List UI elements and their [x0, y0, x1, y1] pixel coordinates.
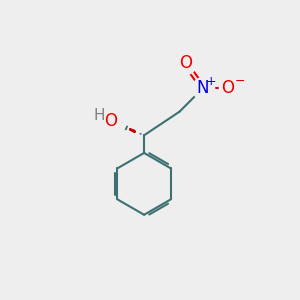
Text: O: O [104, 112, 117, 130]
Text: O: O [179, 54, 192, 72]
Text: −: − [235, 75, 245, 88]
Text: +: + [206, 75, 217, 88]
Text: H: H [94, 108, 105, 123]
Text: N: N [197, 79, 209, 97]
Text: O: O [221, 79, 235, 97]
